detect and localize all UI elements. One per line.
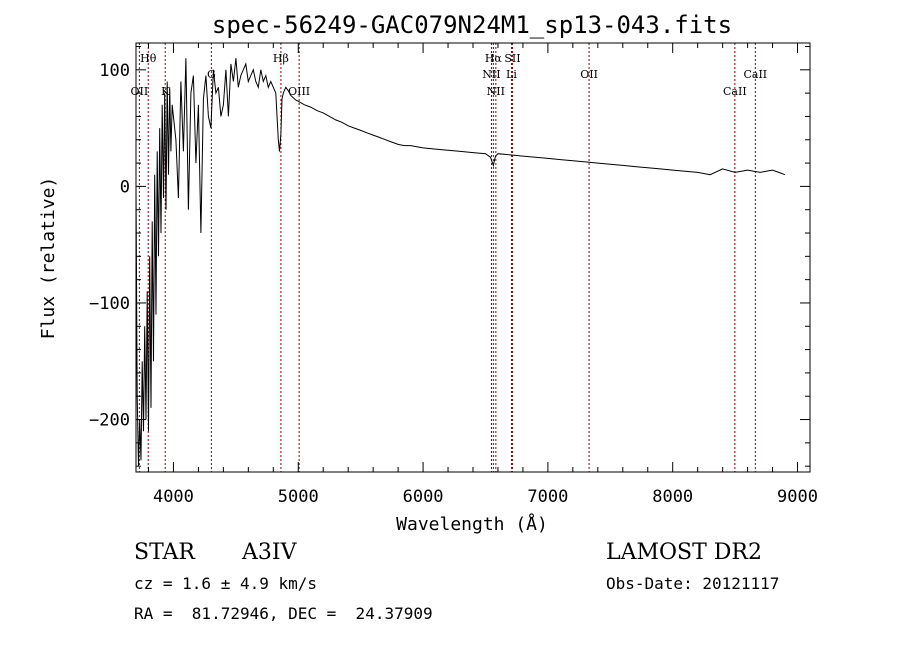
y-tick-label: 100: [99, 61, 130, 81]
y-axis: −200 −100 0 100: [89, 45, 810, 467]
x-axis: 4000 5000 6000 7000 8000 9000: [147, 43, 818, 507]
marker-label: K: [161, 85, 170, 98]
marker-label: Hα: [485, 52, 503, 65]
object-class: STAR: [134, 540, 195, 565]
observation-date: Obs-Date: 20121117: [606, 574, 780, 593]
marker-label: OIII: [288, 85, 310, 98]
plot-frame: [135, 42, 811, 473]
chart-title: spec-56249-GAC079N24M1_sp13-043.fits: [212, 11, 732, 39]
y-tick-label: −100: [89, 294, 130, 314]
marker-label: OII: [580, 68, 598, 81]
x-tick-label: 6000: [403, 487, 444, 507]
x-tick-label: 5000: [278, 487, 319, 507]
spectrum-series: [135, 58, 786, 467]
redshift-velocity: cz = 1.6 ± 4.9 km/s: [134, 574, 318, 593]
marker-label: Li: [506, 68, 517, 81]
marker-label: CaII: [743, 68, 767, 81]
marker-label: Hθ: [140, 52, 157, 65]
coordinates: RA = 81.72946, DEC = 24.37909: [134, 604, 433, 623]
y-axis-label: Flux (relative): [38, 177, 59, 340]
marker-label: OII: [131, 85, 149, 98]
marker-label: Hβ: [273, 52, 289, 65]
emission-line-markers: [138, 43, 756, 472]
survey-name: LAMOST DR2: [606, 540, 762, 565]
x-tick-label: 7000: [527, 487, 568, 507]
x-tick-label: 8000: [652, 487, 693, 507]
x-tick-label: 4000: [153, 487, 194, 507]
x-axis-label: Wavelength (Å): [396, 513, 548, 535]
x-tick-label: 9000: [777, 487, 818, 507]
marker-label: NII: [487, 85, 505, 98]
marker-label: NII: [482, 68, 500, 81]
marker-label: SII: [504, 52, 520, 65]
marker-label: G: [207, 68, 216, 81]
marker-label: CaII: [723, 85, 747, 98]
spectrum-line: [135, 58, 786, 467]
y-tick-label: −200: [89, 411, 130, 431]
object-subclass: A3IV: [242, 540, 297, 565]
y-tick-label: 0: [120, 177, 130, 197]
